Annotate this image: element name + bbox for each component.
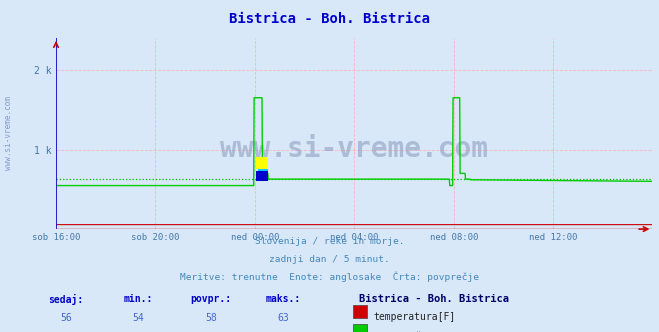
Text: Bistrica - Boh. Bistrica: Bistrica - Boh. Bistrica [359, 294, 509, 304]
Text: 56: 56 [60, 313, 72, 323]
Text: maks.:: maks.: [266, 294, 301, 304]
Text: 63: 63 [277, 313, 289, 323]
Bar [258, 169, 268, 180]
Text: Bistrica - Boh. Bistrica: Bistrica - Boh. Bistrica [229, 12, 430, 26]
Text: min.:: min.: [124, 294, 153, 304]
Text: Meritve: trenutne  Enote: anglosake  Črta: povprečje: Meritve: trenutne Enote: anglosake Črta:… [180, 272, 479, 283]
Text: pretok[čevelj3/min]: pretok[čevelj3/min] [374, 331, 485, 332]
Text: www.si-vreme.com: www.si-vreme.com [220, 135, 488, 163]
Text: www.si-vreme.com: www.si-vreme.com [4, 96, 13, 170]
Bar [256, 157, 268, 169]
Text: 58: 58 [205, 313, 217, 323]
Text: sedaj:: sedaj: [48, 294, 84, 305]
Text: povpr.:: povpr.: [190, 294, 231, 304]
Text: temperatura[F]: temperatura[F] [374, 312, 456, 322]
Text: 54: 54 [132, 313, 144, 323]
Text: zadnji dan / 5 minut.: zadnji dan / 5 minut. [269, 255, 390, 264]
Bar [256, 171, 268, 181]
Text: Slovenija / reke in morje.: Slovenija / reke in morje. [255, 237, 404, 246]
